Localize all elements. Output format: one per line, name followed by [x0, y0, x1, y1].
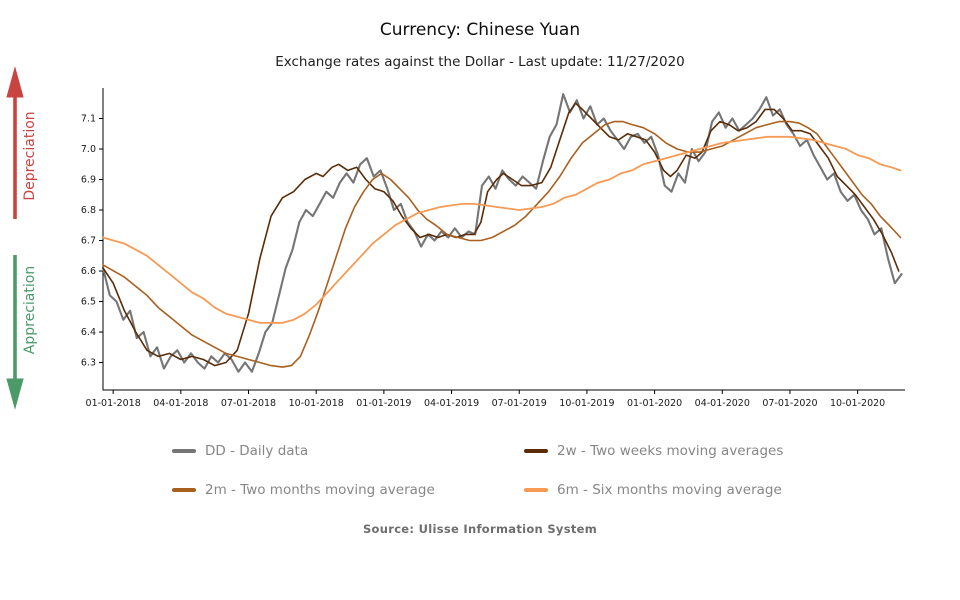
- legend-swatch-6m: [524, 488, 548, 492]
- x-tick-label: 07-01-2018: [221, 398, 276, 409]
- x-tick-label: 01-01-2020: [627, 398, 682, 409]
- legend-item-2w: 2w - Two weeks moving averages: [524, 443, 783, 459]
- y-tick-label: 6.3: [81, 358, 96, 369]
- legend: DD - Daily data 2w - Two weeks moving av…: [172, 443, 783, 498]
- chart-title: Currency: Chinese Yuan: [379, 20, 581, 40]
- depreciation-arrow-icon: [6, 66, 24, 219]
- y-tick-label: 6.8: [81, 205, 96, 216]
- y-tick-label: 6.5: [81, 297, 96, 308]
- legend-swatch-2w: [524, 449, 548, 453]
- axis-spines: [102, 88, 905, 391]
- x-tick-label: 07-01-2020: [762, 398, 817, 409]
- legend-label-2m: 2m - Two months moving average: [205, 482, 435, 498]
- x-tick-label: 10-01-2020: [830, 398, 885, 409]
- y-tick-label: 6.9: [81, 175, 96, 186]
- x-tick-label: 10-01-2019: [559, 398, 614, 409]
- series-2w: [102, 102, 900, 367]
- series-2m: [102, 120, 902, 368]
- legend-swatch-daily: [172, 449, 196, 453]
- series-6m: [102, 135, 902, 324]
- x-tick-label: 04-01-2018: [153, 398, 208, 409]
- x-tick-label: 01-01-2019: [356, 398, 411, 409]
- x-tick-label: 01-01-2018: [86, 398, 141, 409]
- y-tick-label: 7.1: [81, 114, 96, 125]
- x-tick-label: 04-01-2020: [695, 398, 750, 409]
- y-tick-label: 6.7: [81, 236, 96, 247]
- y-tick-label: 6.6: [81, 266, 96, 277]
- legend-item-daily: DD - Daily data: [172, 443, 524, 459]
- legend-label-daily: DD - Daily data: [205, 443, 309, 459]
- x-tick-label: 10-01-2018: [289, 398, 344, 409]
- y-tick-label: 7.0: [81, 144, 96, 155]
- chart-plot: 6.3 6.4 6.5 6.6 6.7 6.8 6.9 7.0 7.1 01-01-2018 04-…: [81, 88, 905, 409]
- appreciation-arrow-icon: [6, 255, 24, 410]
- x-tick-label: 04-01-2019: [424, 398, 479, 409]
- source-note: Source: Ulisse Information System: [362, 522, 598, 536]
- series-DD: [101, 93, 903, 373]
- chart-subtitle: Exchange rates against the Dollar - Last…: [275, 54, 685, 70]
- legend-label-2w: 2w - Two weeks moving averages: [557, 443, 784, 459]
- x-tick-label: 07-01-2019: [492, 398, 547, 409]
- legend-item-6m: 6m - Six months moving average: [524, 482, 783, 498]
- legend-label-6m: 6m - Six months moving average: [557, 482, 782, 498]
- y-tick-label: 6.4: [81, 327, 96, 338]
- legend-swatch-2m: [172, 488, 196, 492]
- legend-item-2m: 2m - Two months moving average: [172, 482, 524, 498]
